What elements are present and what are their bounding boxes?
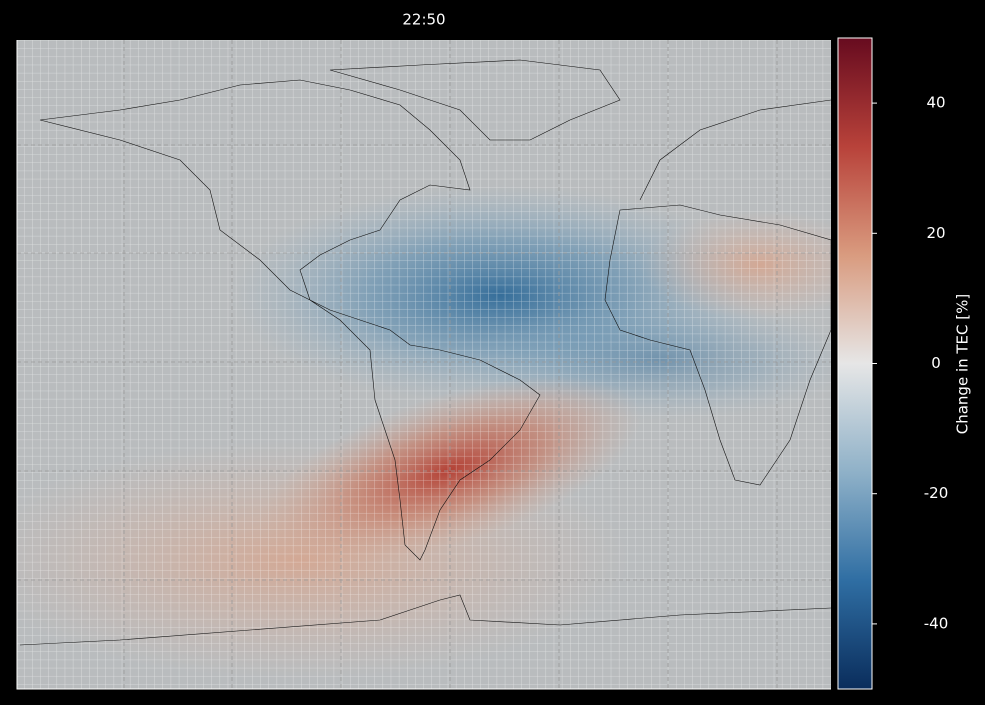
colorbar-tick-label: 20 bbox=[926, 224, 945, 242]
colorbar-tick-label: -20 bbox=[924, 484, 949, 502]
map-area bbox=[17, 40, 831, 689]
coastlines bbox=[19, 59, 831, 646]
map-title: 22:50 bbox=[402, 11, 445, 29]
colorbar bbox=[837, 37, 873, 690]
colorbar-tick-label: -40 bbox=[924, 614, 949, 632]
colorbar-tick-label: 40 bbox=[926, 94, 945, 112]
colorbar-tick-label: 0 bbox=[931, 354, 941, 372]
colorbar-label: Change in TEC [%] bbox=[954, 294, 972, 434]
